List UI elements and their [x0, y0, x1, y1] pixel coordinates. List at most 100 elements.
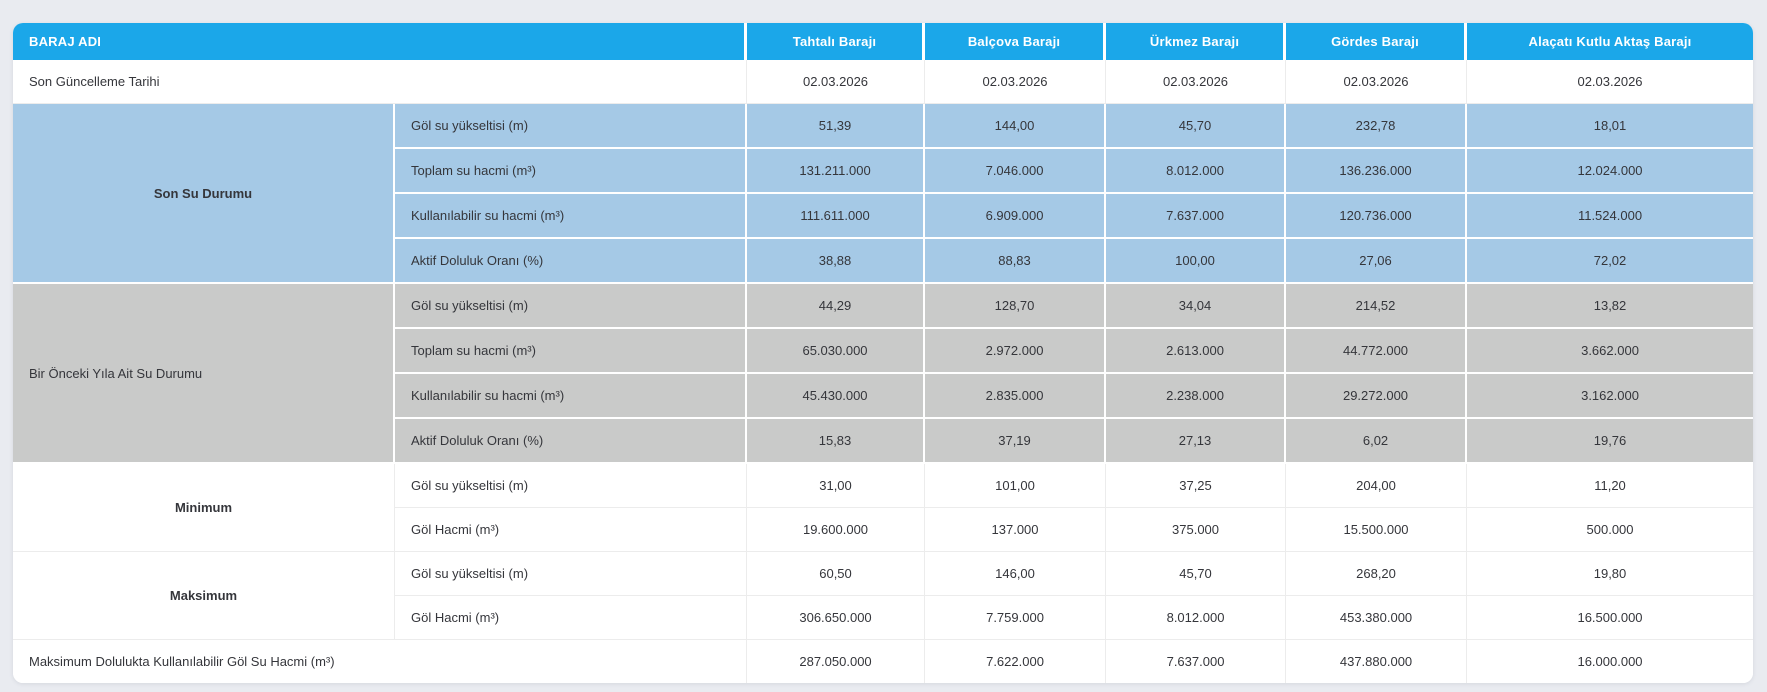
section-label-onceki-yil: Bir Önceki Yıla Ait Su Durumu	[13, 284, 395, 464]
cell-value: 45,70	[1106, 104, 1287, 149]
cell-value: 120.736.000	[1286, 194, 1468, 239]
row-label: Göl Hacmi (m³)	[395, 596, 748, 640]
cell-value: 31,00	[747, 464, 926, 508]
column-header-baraj-adi: BARAJ ADI	[13, 23, 748, 60]
row-label: Kullanılabilir su hacmi (m³)	[395, 194, 748, 239]
cell-value: 13,82	[1467, 284, 1753, 329]
cell-value: 146,00	[925, 552, 1107, 596]
cell-value: 144,00	[925, 104, 1107, 149]
table-row: Toplam su hacmi (m³) 131.211.000 7.046.0…	[13, 149, 1753, 194]
table-row: Göl Hacmi (m³) 306.650.000 7.759.000 8.0…	[13, 596, 1753, 640]
cell-value: 60,50	[747, 552, 926, 596]
row-label: Göl su yükseltisi (m)	[395, 284, 748, 329]
cell-value: 19,76	[1467, 419, 1753, 464]
column-header-gordes: Gördes Barajı	[1286, 23, 1468, 60]
cell-value: 214,52	[1286, 284, 1468, 329]
cell-value: 34,04	[1106, 284, 1287, 329]
cell-value: 45,70	[1106, 552, 1287, 596]
cell-value: 2.972.000	[925, 329, 1107, 374]
cell-value: 306.650.000	[747, 596, 926, 640]
column-header-tahtali: Tahtalı Barajı	[747, 23, 926, 60]
row-label: Göl Hacmi (m³)	[395, 508, 748, 552]
cell-value: 51,39	[747, 104, 926, 149]
cell-value: 27,13	[1106, 419, 1287, 464]
cell-value: 11,20	[1467, 464, 1753, 508]
cell-value: 111.611.000	[747, 194, 926, 239]
cell-value: 45.430.000	[747, 374, 926, 419]
section-label-minimum: Minimum	[13, 464, 395, 552]
cell-value: 37,25	[1106, 464, 1287, 508]
column-header-alacati: Alaçatı Kutlu Aktaş Barajı	[1467, 23, 1753, 60]
table-row: Bir Önceki Yıla Ait Su Durumu Göl su yük…	[13, 284, 1753, 464]
cell-value: 44,29	[747, 284, 926, 329]
row-label: Toplam su hacmi (m³)	[395, 329, 748, 374]
table-row: Kullanılabilir su hacmi (m³) 45.430.000 …	[13, 374, 1753, 419]
cell-value: 232,78	[1286, 104, 1468, 149]
cell-value: 7.637.000	[1106, 194, 1287, 239]
cell-value: 7.046.000	[925, 149, 1107, 194]
cell-value: 15.500.000	[1286, 508, 1468, 552]
row-label: Göl su yükseltisi (m)	[395, 464, 748, 508]
cell-value: 02.03.2026	[925, 60, 1107, 104]
cell-value: 128,70	[925, 284, 1107, 329]
table-row: Aktif Doluluk Oranı (%) 15,83 37,19 27,1…	[13, 419, 1753, 464]
cell-value: 7.637.000	[1106, 640, 1287, 683]
table-row: Toplam su hacmi (m³) 65.030.000 2.972.00…	[13, 329, 1753, 374]
cell-value: 02.03.2026	[1106, 60, 1287, 104]
row-label: Son Güncelleme Tarihi	[13, 60, 748, 104]
row-label: Göl su yükseltisi (m)	[395, 104, 748, 149]
cell-value: 19.600.000	[747, 508, 926, 552]
cell-value: 12.024.000	[1467, 149, 1753, 194]
column-header-urkmez: Ürkmez Barajı	[1106, 23, 1287, 60]
cell-value: 02.03.2026	[1467, 60, 1753, 104]
cell-value: 136.236.000	[1286, 149, 1468, 194]
cell-value: 16.500.000	[1467, 596, 1753, 640]
table-row: Kullanılabilir su hacmi (m³) 111.611.000…	[13, 194, 1753, 239]
row-label: Kullanılabilir su hacmi (m³)	[395, 374, 748, 419]
cell-value: 204,00	[1286, 464, 1468, 508]
column-header-balcova: Balçova Barajı	[925, 23, 1107, 60]
cell-value: 6.909.000	[925, 194, 1107, 239]
cell-value: 3.162.000	[1467, 374, 1753, 419]
cell-value: 100,00	[1106, 239, 1287, 284]
cell-value: 44.772.000	[1286, 329, 1468, 374]
cell-value: 7.759.000	[925, 596, 1107, 640]
table-row: Maksimum Göl su yükseltisi (m) 60,50 146…	[13, 552, 1753, 640]
cell-value: 437.880.000	[1286, 640, 1468, 683]
cell-value: 375.000	[1106, 508, 1287, 552]
cell-value: 453.380.000	[1286, 596, 1468, 640]
cell-value: 18,01	[1467, 104, 1753, 149]
cell-value: 2.835.000	[925, 374, 1107, 419]
cell-value: 8.012.000	[1106, 149, 1287, 194]
cell-value: 6,02	[1286, 419, 1468, 464]
cell-value: 38,88	[747, 239, 926, 284]
cell-value: 287.050.000	[747, 640, 926, 683]
cell-value: 37,19	[925, 419, 1107, 464]
cell-value: 3.662.000	[1467, 329, 1753, 374]
cell-value: 137.000	[925, 508, 1107, 552]
cell-value: 02.03.2026	[1286, 60, 1468, 104]
cell-value: 131.211.000	[747, 149, 926, 194]
table-row: Aktif Doluluk Oranı (%) 38,88 88,83 100,…	[13, 239, 1753, 284]
cell-value: 19,80	[1467, 552, 1753, 596]
row-label: Göl su yükseltisi (m)	[395, 552, 748, 596]
cell-value: 88,83	[925, 239, 1107, 284]
dam-status-table-card: BARAJ ADI Tahtalı Barajı Balçova Barajı …	[13, 23, 1753, 683]
header-row: BARAJ ADI Tahtalı Barajı Balçova Barajı …	[13, 23, 1753, 60]
cell-value: 16.000.000	[1467, 640, 1753, 683]
cell-value: 11.524.000	[1467, 194, 1753, 239]
cell-value: 7.622.000	[925, 640, 1107, 683]
cell-value: 29.272.000	[1286, 374, 1468, 419]
table-row: Minimum Göl su yükseltisi (m) 31,00 101,…	[13, 464, 1753, 552]
cell-value: 268,20	[1286, 552, 1468, 596]
row-label: Maksimum Dolulukta Kullanılabilir Göl Su…	[13, 640, 748, 683]
row-label: Aktif Doluluk Oranı (%)	[395, 419, 748, 464]
table-row: Göl Hacmi (m³) 19.600.000 137.000 375.00…	[13, 508, 1753, 552]
cell-value: 02.03.2026	[747, 60, 926, 104]
table-row: Son Su Durumu Göl su yükseltisi (m) 51,3…	[13, 104, 1753, 284]
update-date-row: Son Güncelleme Tarihi 02.03.2026 02.03.2…	[13, 60, 1753, 104]
cell-value: 2.238.000	[1106, 374, 1287, 419]
row-label: Aktif Doluluk Oranı (%)	[395, 239, 748, 284]
cell-value: 15,83	[747, 419, 926, 464]
cell-value: 27,06	[1286, 239, 1468, 284]
